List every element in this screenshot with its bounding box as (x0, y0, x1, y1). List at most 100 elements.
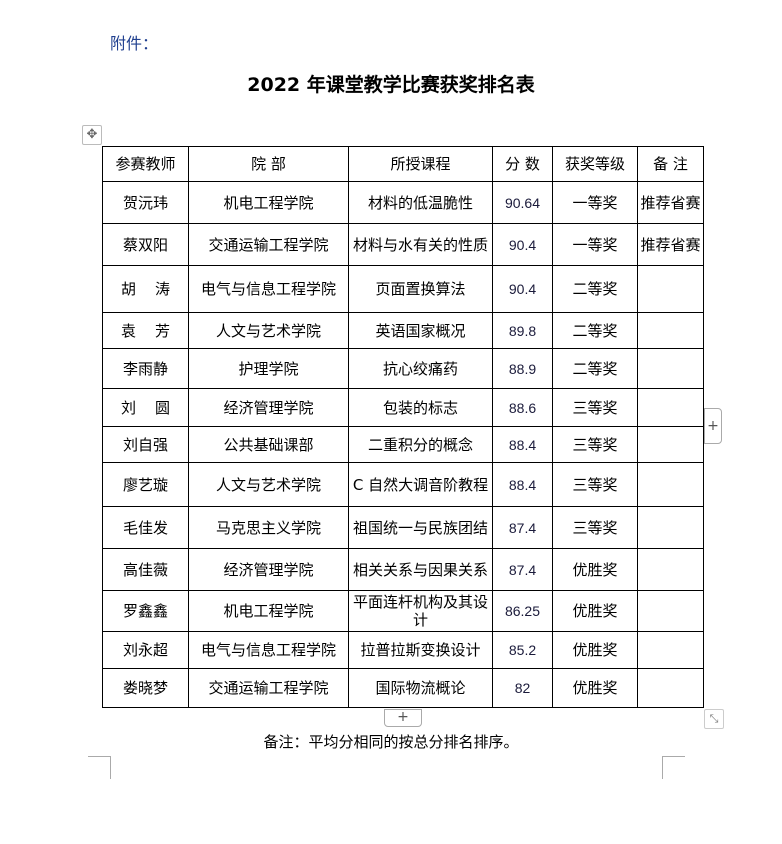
course-cell: 平面连杆机构及其设计 (348, 590, 493, 632)
score-cell: 90.4 (492, 265, 553, 313)
column-header: 参赛教师 (102, 146, 189, 182)
remark-cell (637, 426, 704, 463)
remark-cell (637, 668, 704, 708)
footnote: 备注：平均分相同的按总分排名排序。 (263, 733, 519, 751)
department-cell: 护理学院 (188, 348, 349, 389)
remark-cell (637, 590, 704, 632)
remark-cell (637, 462, 704, 507)
score-cell: 88.4 (492, 426, 553, 463)
award-cell: 优胜奖 (552, 590, 638, 632)
department-cell: 交通运输工程学院 (188, 668, 349, 708)
award-cell: 三等奖 (552, 506, 638, 549)
score-cell: 90.64 (492, 181, 553, 224)
department-cell: 电气与信息工程学院 (188, 265, 349, 313)
column-header: 所授课程 (348, 146, 493, 182)
course-cell: 页面置换算法 (348, 265, 493, 313)
teacher-cell: 刘自强 (102, 426, 189, 463)
award-cell: 二等奖 (552, 265, 638, 313)
table-row: 刘 圆经济管理学院 包装的标志 88.6 三等奖 (102, 388, 704, 427)
score-cell: 85.2 (492, 631, 553, 669)
award-cell: 二等奖 (552, 312, 638, 349)
award-cell: 三等奖 (552, 426, 638, 463)
department-cell: 经济管理学院 (188, 548, 349, 591)
table-row: 廖艺璇 人文与艺术学院 C 自然大调音阶教程 88.4 三等奖 (102, 462, 704, 507)
teacher-cell: 罗鑫鑫 (102, 590, 189, 632)
score-cell: 89.8 (492, 312, 553, 349)
remark-cell (637, 388, 704, 427)
department-cell: 马克思主义学院 (188, 506, 349, 549)
score-cell: 87.4 (492, 506, 553, 549)
table-row: 刘自强 公共基础课部 二重积分的概念 88.4 三等奖 (102, 426, 704, 463)
column-header: 院 部 (188, 146, 349, 182)
award-cell: 优胜奖 (552, 548, 638, 591)
table-row: 刘永超 电气与信息工程学院 拉普拉斯变换设计 85.2 优胜奖 (102, 631, 704, 669)
score-cell: 88.9 (492, 348, 553, 389)
department-cell: 人文与艺术学院 (188, 462, 349, 507)
table-row: 高佳薇 经济管理学院 相关关系与因果关系 87.4 优胜奖 (102, 548, 704, 591)
course-cell: 材料的低温脆性 (348, 181, 493, 224)
table-row: 袁 芳人文与艺术学院 英语国家概况 89.8 二等奖 (102, 312, 704, 349)
award-cell: 优胜奖 (552, 631, 638, 669)
remark-cell (637, 631, 704, 669)
teacher-cell: 蔡双阳 (102, 223, 189, 266)
department-cell: 电气与信息工程学院 (188, 631, 349, 669)
teacher-cell: 高佳薇 (102, 548, 189, 591)
teacher-cell: 袁 芳 (102, 312, 189, 349)
department-cell: 经济管理学院 (188, 388, 349, 427)
add-row-button[interactable]: + (384, 709, 422, 727)
column-header: 备 注 (637, 146, 704, 182)
column-header: 获奖等级 (552, 146, 638, 182)
resize-icon[interactable]: ⤡ (704, 709, 724, 729)
remark-cell (637, 348, 704, 389)
remark-cell (637, 312, 704, 349)
course-cell: 国际物流概论 (348, 668, 493, 708)
department-cell: 人文与艺术学院 (188, 312, 349, 349)
award-cell: 优胜奖 (552, 668, 638, 708)
course-cell: 英语国家概况 (348, 312, 493, 349)
table-row: 蔡双阳 交通运输工程学院 材料与水有关的性质 90.4 一等奖 推荐省赛 (102, 223, 704, 266)
add-column-button[interactable]: + (704, 408, 722, 444)
table-row: 李雨静 护理学院 抗心绞痛药 88.9 二等奖 (102, 348, 704, 389)
award-cell: 三等奖 (552, 462, 638, 507)
page-corner-mark (88, 756, 111, 779)
remark-cell: 推荐省赛 (637, 223, 704, 266)
move-icon[interactable]: ✥ (82, 125, 102, 145)
award-cell: 二等奖 (552, 348, 638, 389)
department-cell: 机电工程学院 (188, 181, 349, 224)
award-cell: 一等奖 (552, 223, 638, 266)
course-cell: 相关关系与因果关系 (348, 548, 493, 591)
ranking-table: 参赛教师院 部所授课程分 数获奖等级备 注贺沅玮 机电工程学院 材料的低温脆性 90.… (102, 146, 704, 708)
course-cell: 二重积分的概念 (348, 426, 493, 463)
table-row: 胡 涛电气与信息工程学院 页面置换算法 90.4 二等奖 (102, 265, 704, 313)
teacher-cell: 娄晓梦 (102, 668, 189, 708)
course-cell: 拉普拉斯变换设计 (348, 631, 493, 669)
remark-cell (637, 506, 704, 549)
score-cell: 88.4 (492, 462, 553, 507)
course-cell: 祖国统一与民族团结 (348, 506, 493, 549)
table-row: 毛佳发 马克思主义学院 祖国统一与民族团结 87.4 三等奖 (102, 506, 704, 549)
department-cell: 公共基础课部 (188, 426, 349, 463)
table-row: 罗鑫鑫 机电工程学院 平面连杆机构及其设计 86.25 优胜奖 (102, 590, 704, 632)
remark-cell (637, 548, 704, 591)
page-corner-mark (662, 756, 685, 779)
award-cell: 一等奖 (552, 181, 638, 224)
teacher-cell: 刘永超 (102, 631, 189, 669)
attachment-label: 附件： (110, 34, 159, 53)
table-row: 娄晓梦 交通运输工程学院 国际物流概论 82 优胜奖 (102, 668, 704, 708)
score-cell: 82 (492, 668, 553, 708)
course-cell: 抗心绞痛药 (348, 348, 493, 389)
score-cell: 87.4 (492, 548, 553, 591)
course-cell: C 自然大调音阶教程 (348, 462, 493, 507)
remark-cell (637, 265, 704, 313)
column-header: 分 数 (492, 146, 553, 182)
teacher-cell: 刘 圆 (102, 388, 189, 427)
department-cell: 机电工程学院 (188, 590, 349, 632)
score-cell: 86.25 (492, 590, 553, 632)
department-cell: 交通运输工程学院 (188, 223, 349, 266)
award-cell: 三等奖 (552, 388, 638, 427)
teacher-cell: 贺沅玮 (102, 181, 189, 224)
document-title: 2022 年课堂教学比赛获奖排名表 (247, 74, 535, 96)
table-header-row: 参赛教师院 部所授课程分 数获奖等级备 注 (102, 146, 704, 182)
score-cell: 88.6 (492, 388, 553, 427)
teacher-cell: 廖艺璇 (102, 462, 189, 507)
